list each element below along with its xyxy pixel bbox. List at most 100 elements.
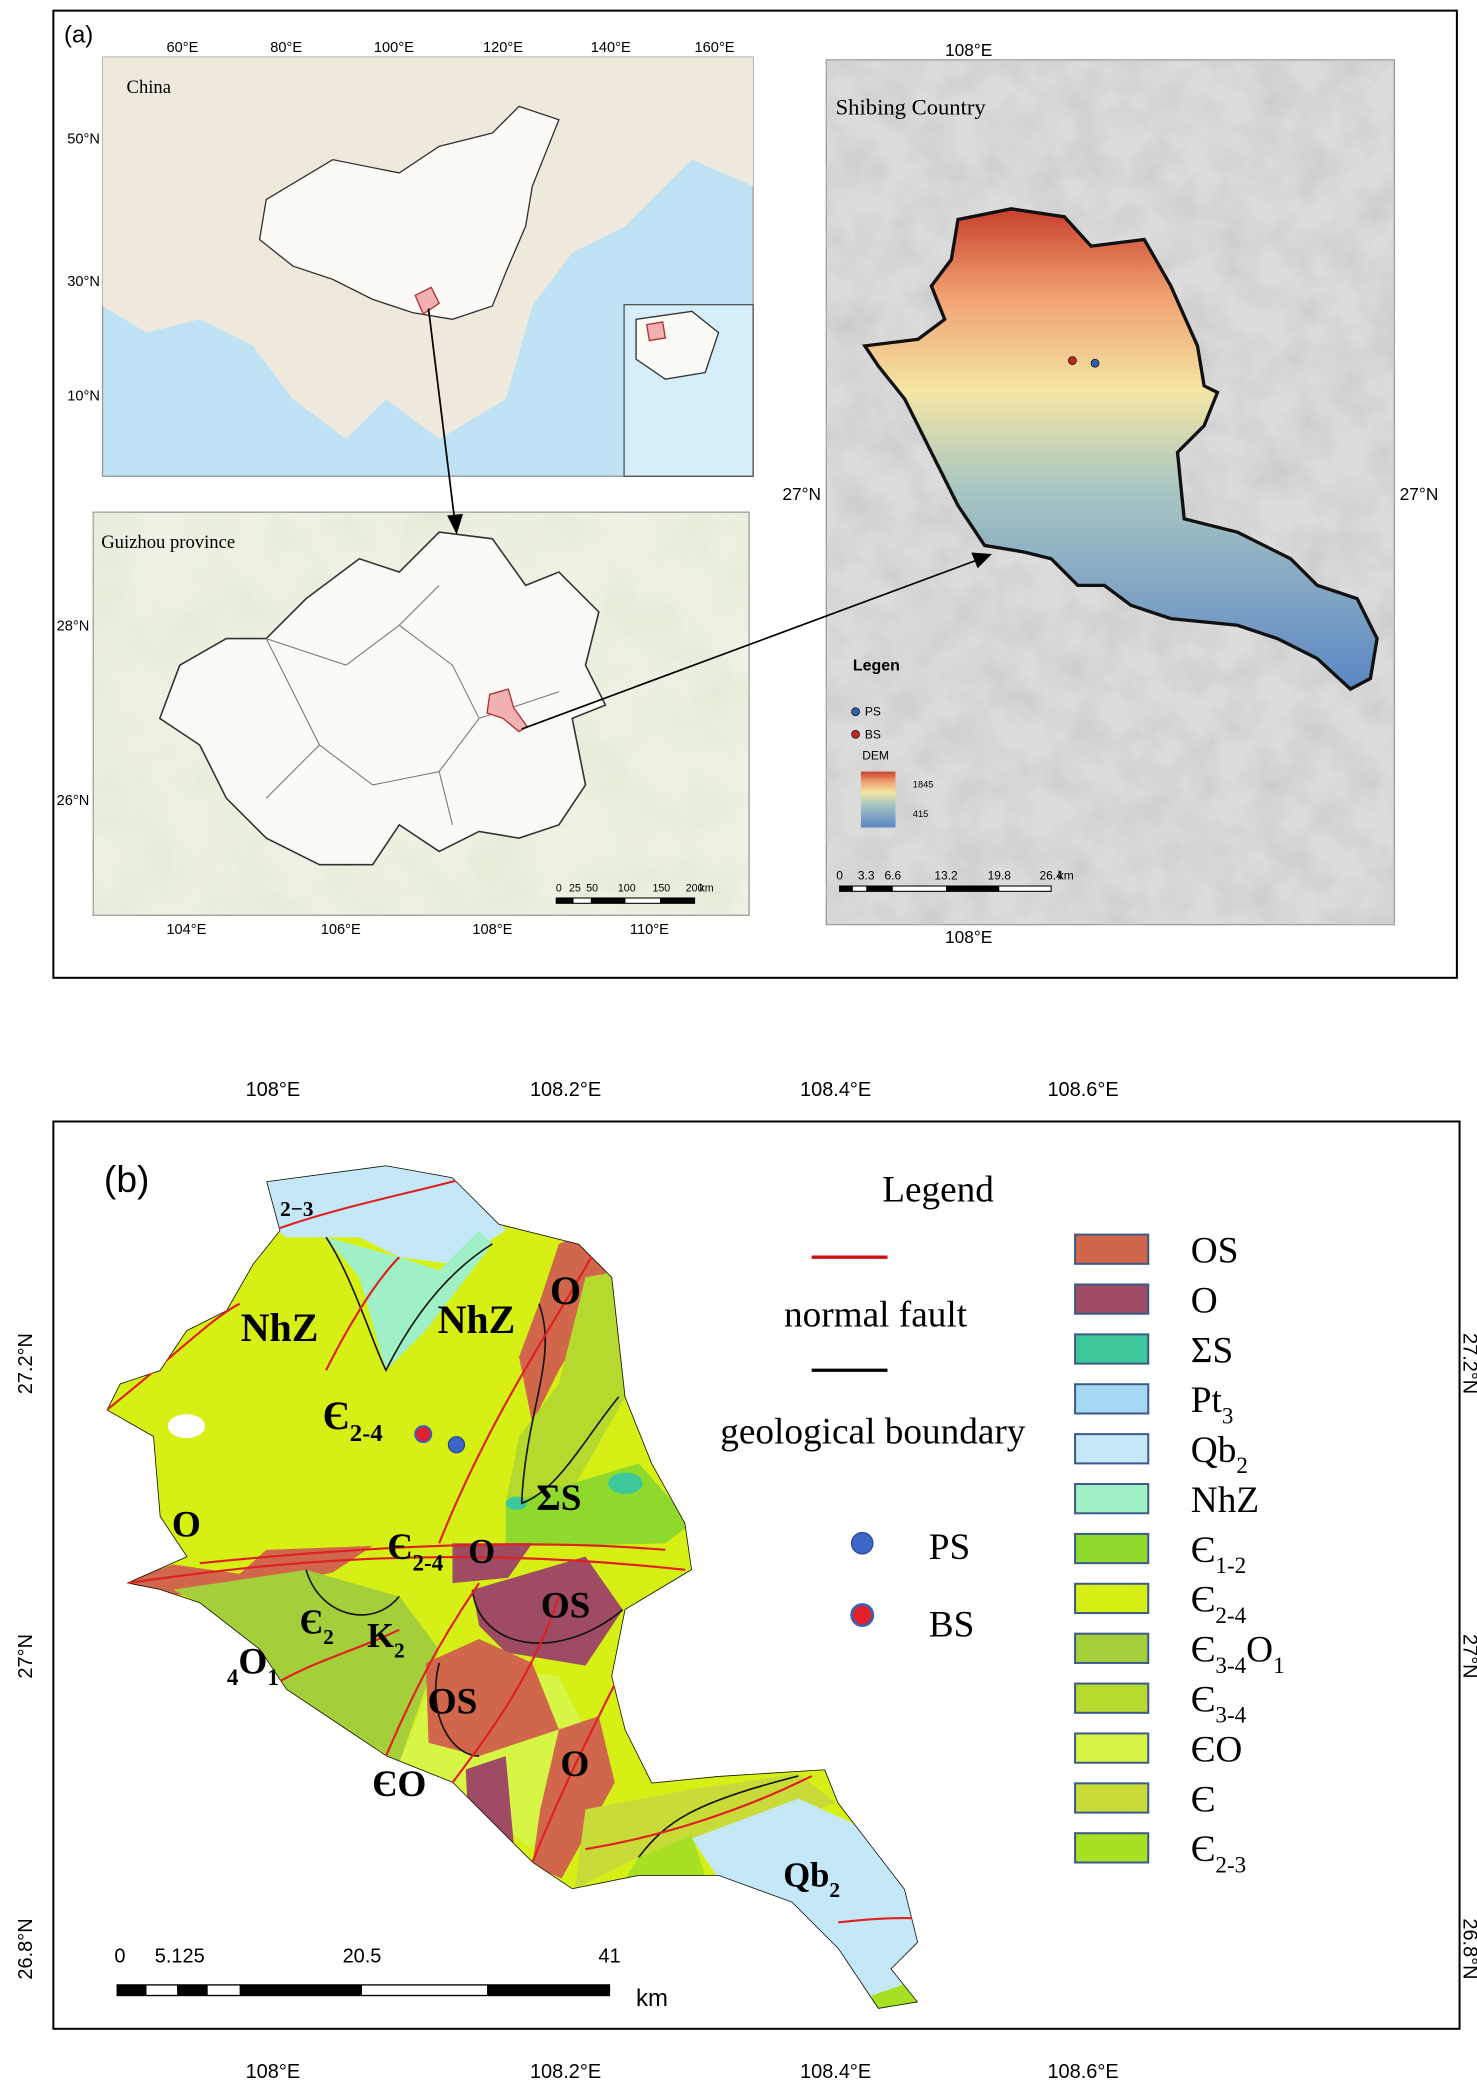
map-label: O: [550, 1268, 581, 1313]
legend-label: 415: [913, 809, 929, 819]
legend-swatch: [1074, 1682, 1150, 1714]
legend-label: BS: [929, 1604, 975, 1645]
legend-label: ΣS: [1191, 1330, 1233, 1371]
geo-region: [608, 1472, 643, 1494]
legend-label: Є1-2: [1191, 1530, 1246, 1578]
scale-label: 50: [586, 882, 598, 894]
map-label: NhZ: [438, 1297, 516, 1342]
text-part: 1: [267, 1664, 279, 1690]
y-tick-label: 27.2°N: [15, 1333, 37, 1394]
legend-swatch: [1074, 1283, 1150, 1315]
legend-label: NhZ: [1191, 1480, 1259, 1521]
legend-label: Є3-4O1: [1191, 1630, 1285, 1678]
text-part: O: [1246, 1630, 1273, 1671]
legend-label: Є2-4: [1191, 1580, 1247, 1628]
legend-swatch: [1074, 1582, 1150, 1615]
site-bs: [414, 1425, 433, 1444]
y-tick-label: 10°N: [67, 388, 100, 404]
geo-region: [691, 1798, 919, 2009]
x-tick-label: 106°E: [321, 922, 361, 938]
text-part: 3-4: [1215, 1702, 1246, 1728]
geo-region: [505, 1270, 626, 1504]
text-part: 1-2: [1215, 1552, 1246, 1578]
geo-region: [425, 1639, 559, 1757]
text-part: 2: [1236, 1452, 1248, 1478]
legend-label: O: [1191, 1280, 1218, 1321]
scale-label: km: [636, 1985, 668, 2012]
text-part: 2-4: [412, 1549, 443, 1575]
text-part: Є: [1191, 1829, 1216, 1870]
shibing-map: [825, 59, 1396, 926]
legend-swatch: [1074, 1532, 1150, 1565]
legend-swatch: [1074, 1782, 1150, 1814]
y-tick-label: 26.8°N: [1459, 1918, 1477, 1979]
scale-label: 100: [618, 882, 636, 894]
map-label: OS: [428, 1682, 478, 1723]
map-label: Є2-4: [387, 1527, 443, 1575]
text-part: 2-4: [350, 1420, 383, 1447]
legend-label: Є3-4: [1191, 1680, 1247, 1728]
geo-hole: [167, 1414, 206, 1439]
map-label: 2−3: [280, 1197, 313, 1221]
text-part: Є: [1191, 1530, 1216, 1571]
legend-swatch: [1074, 1333, 1150, 1365]
legend-swatch: [1074, 1383, 1150, 1415]
text-part: Є: [300, 1604, 323, 1642]
legend-label: OS: [1191, 1231, 1239, 1272]
legend-label: BS: [865, 727, 881, 741]
geo-boundaries: [106, 1165, 919, 2009]
x-tick-label: 108°E: [472, 922, 512, 938]
scale-label: 0: [836, 868, 843, 882]
y-tick-label: 27°N: [1459, 1634, 1477, 1679]
x-tick-label: 160°E: [695, 40, 735, 56]
map-label: K2: [367, 1617, 405, 1662]
panel-label: (b): [104, 1158, 150, 1200]
china-map: [101, 56, 754, 477]
scale-label: 5.125: [155, 1945, 205, 1967]
arrows: [427, 308, 992, 730]
map-label: Qb2: [783, 1856, 840, 1901]
x-tick-label: 80°E: [270, 40, 302, 56]
scale-label: 6.6: [885, 868, 902, 882]
x-tick-label: 104°E: [166, 922, 206, 938]
geo-region: [452, 1543, 533, 1584]
geo-region: [532, 1716, 615, 1879]
x-tick-label: 108.2°E: [530, 1079, 601, 1101]
panel-b-scale: [116, 1984, 611, 1997]
legend-swatch: [1074, 1832, 1150, 1864]
geo-region: [326, 1230, 493, 1371]
x-tick-label: 100°E: [374, 40, 414, 56]
guizhou-map: [92, 511, 750, 916]
x-tick-label: 108.6°E: [1047, 1079, 1118, 1101]
text-part: 3: [1222, 1402, 1234, 1428]
scale-label: 26.4: [1039, 868, 1063, 882]
map-label: O: [172, 1505, 201, 1546]
geo-region: [505, 1463, 692, 1546]
map-title: China: [127, 77, 171, 98]
legend-label: ЄO: [1191, 1729, 1243, 1770]
legend-label: geological boundary: [720, 1411, 1026, 1452]
legend-label: Є: [1191, 1779, 1216, 1820]
map-label: O: [560, 1744, 589, 1785]
scale-label: 0: [114, 1945, 125, 1967]
text-part: Pt: [1191, 1380, 1223, 1421]
scale-label: 19.8: [988, 868, 1012, 882]
text-part: O: [238, 1642, 267, 1683]
text-part: K: [367, 1617, 394, 1655]
legend-label: Pt3: [1191, 1380, 1234, 1428]
x-tick-label: 120°E: [483, 40, 523, 56]
scale-label: 200: [686, 882, 704, 894]
panel-label: (a): [64, 22, 93, 49]
y-tick-label: 27°N: [782, 484, 821, 504]
text-part: Є: [387, 1527, 412, 1568]
legend-label: PS: [929, 1527, 970, 1568]
x-tick-label: 108.4°E: [800, 1079, 871, 1101]
text-part: 2: [394, 1638, 405, 1662]
x-tick-label: 108°E: [246, 1079, 301, 1101]
site-ps: [447, 1436, 466, 1454]
scale-label: 13.2: [934, 868, 958, 882]
y-tick-label: 26.8°N: [15, 1918, 37, 1979]
scale-label: 150: [652, 882, 670, 894]
